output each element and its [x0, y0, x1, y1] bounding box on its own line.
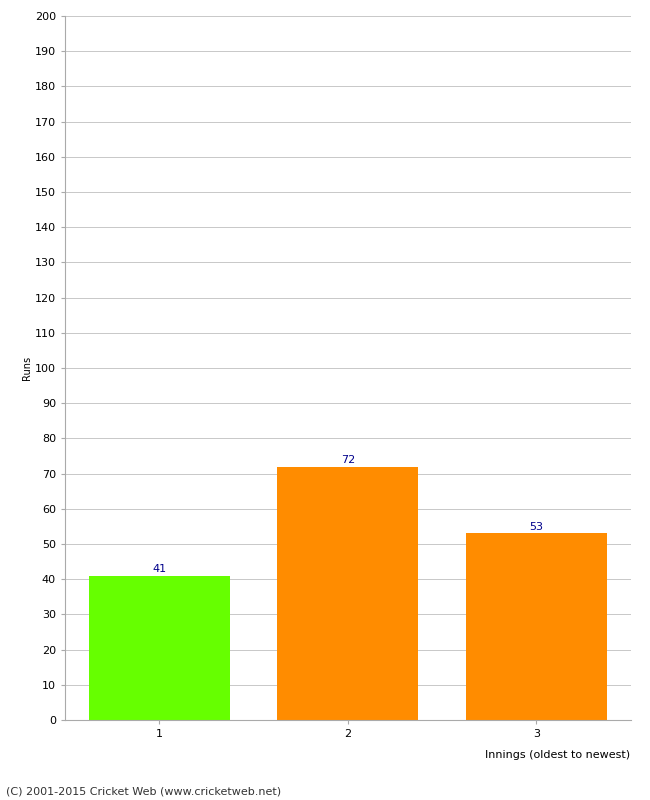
Y-axis label: Runs: Runs — [22, 356, 32, 380]
Text: 53: 53 — [529, 522, 543, 532]
Text: (C) 2001-2015 Cricket Web (www.cricketweb.net): (C) 2001-2015 Cricket Web (www.cricketwe… — [6, 786, 281, 796]
Bar — [465, 534, 607, 720]
Text: 72: 72 — [341, 454, 355, 465]
Text: 41: 41 — [152, 564, 166, 574]
Bar — [277, 466, 419, 720]
Bar — [88, 576, 230, 720]
Text: Innings (oldest to newest): Innings (oldest to newest) — [486, 750, 630, 760]
